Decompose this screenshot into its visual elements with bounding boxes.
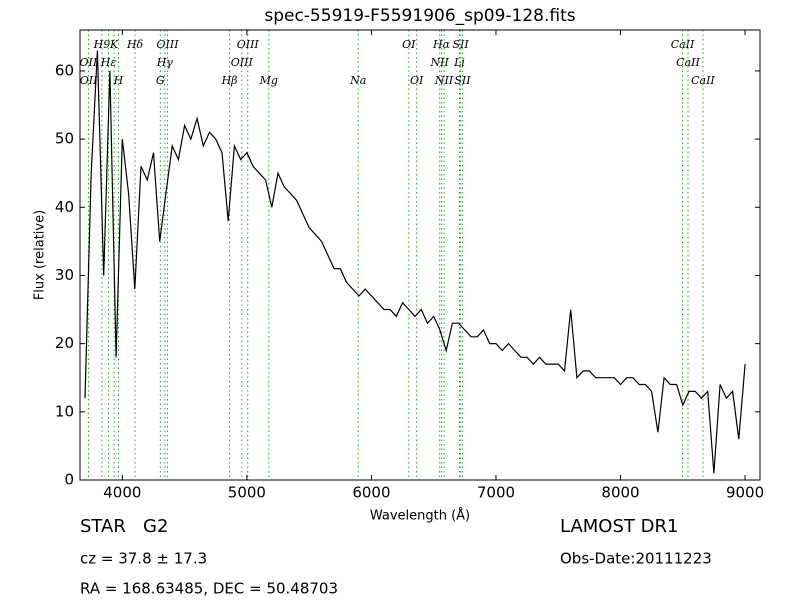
spectral-line-label: Hδ bbox=[126, 38, 144, 51]
x-axis-label: Wavelength (Å) bbox=[370, 508, 470, 524]
spectral-line-label: CaII bbox=[671, 38, 695, 51]
x-tick-label: 5000 bbox=[228, 484, 266, 502]
spectral-line-label: Na bbox=[349, 74, 366, 87]
x-tick-label: 8000 bbox=[601, 484, 639, 502]
coordinates: RA = 168.63485, DEC = 50.48703 bbox=[80, 580, 338, 598]
spectral-line-label: H9 bbox=[93, 38, 111, 51]
spectral-line-label: G bbox=[156, 74, 165, 87]
spectral-line-label: OIII bbox=[231, 56, 254, 69]
plot-frame bbox=[79, 29, 761, 481]
y-tick-label: 40 bbox=[55, 198, 74, 216]
spectral-line-label: SII bbox=[452, 38, 469, 51]
y-tick-label: 50 bbox=[55, 130, 74, 148]
spectral-line-label: CaII bbox=[676, 56, 700, 69]
spectral-line-label: SII bbox=[454, 74, 471, 87]
spectral-line-label: Li bbox=[453, 56, 465, 69]
spectral-line-label: K bbox=[109, 38, 119, 51]
redshift: cz = 37.8 ± 17.3 bbox=[80, 550, 207, 568]
spectral-line-label: OIII bbox=[157, 38, 180, 51]
spectral-line-label: NII bbox=[430, 56, 450, 69]
spectral-line-label: Hβ bbox=[221, 74, 238, 87]
spectral-line-label: OIII bbox=[237, 38, 260, 51]
y-tick-label: 30 bbox=[55, 266, 74, 284]
x-tick-label: 7000 bbox=[477, 484, 515, 502]
spectrum-line bbox=[84, 50, 746, 474]
spectral-line-label: Hγ bbox=[156, 56, 174, 69]
x-tick-label: 9000 bbox=[726, 484, 764, 502]
spectral-line-label: Hα bbox=[432, 38, 451, 51]
y-tick-label: 10 bbox=[55, 402, 74, 420]
y-tick-label: 60 bbox=[55, 61, 74, 79]
y-tick-label: 0 bbox=[64, 471, 74, 489]
spectral-line-label: Hε bbox=[100, 56, 117, 69]
spectral-line-label: OI bbox=[402, 38, 416, 51]
spectral-line-label: H bbox=[113, 74, 124, 87]
y-tick-label: 20 bbox=[55, 334, 74, 352]
object-class: STAR G2 bbox=[80, 516, 168, 537]
y-axis-label: Flux (relative) bbox=[33, 210, 48, 300]
spectral-line-label: Mg bbox=[259, 74, 278, 87]
x-tick-label: 6000 bbox=[352, 484, 390, 502]
x-tick-label: 4000 bbox=[103, 484, 141, 502]
spectral-line-label: OI bbox=[410, 74, 424, 87]
spectral-line-label: OII bbox=[80, 74, 98, 87]
spectral-line-label: NII bbox=[434, 74, 454, 87]
spectral-line-label: CaII bbox=[691, 74, 715, 87]
survey: LAMOST DR1 bbox=[560, 516, 678, 537]
chart-title: spec-55919-F5591906_sp09-128.fits bbox=[264, 6, 575, 26]
obs-date: Obs-Date:20111223 bbox=[560, 550, 712, 568]
